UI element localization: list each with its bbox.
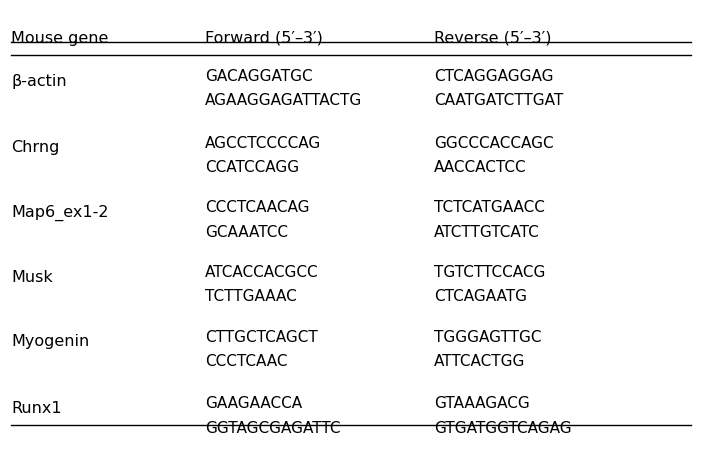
Text: TCTTGAAAC: TCTTGAAAC <box>205 289 297 304</box>
Text: GCAAATCC: GCAAATCC <box>205 225 289 240</box>
Text: Forward (5′–3′): Forward (5′–3′) <box>205 31 323 46</box>
Text: GGCCCACCAGC: GGCCCACCAGC <box>435 136 554 151</box>
Text: GTGATGGTCAGAG: GTGATGGTCAGAG <box>435 421 572 436</box>
Text: Musk: Musk <box>11 270 53 285</box>
Text: Mouse gene: Mouse gene <box>11 31 109 46</box>
Text: AGCCTCCCCAG: AGCCTCCCCAG <box>205 136 322 151</box>
Text: CCCTCAAC: CCCTCAAC <box>205 354 288 369</box>
Text: ATTCACTGG: ATTCACTGG <box>435 354 526 369</box>
Text: AACCACTCC: AACCACTCC <box>435 160 527 175</box>
Text: Reverse (5′–3′): Reverse (5′–3′) <box>435 31 552 46</box>
Text: CAATGATCTTGAT: CAATGATCTTGAT <box>435 94 564 109</box>
Text: TCTCATGAACC: TCTCATGAACC <box>435 200 545 215</box>
Text: Map6_ex1-2: Map6_ex1-2 <box>11 204 109 221</box>
Text: GAAGAACCA: GAAGAACCA <box>205 396 303 411</box>
Text: Myogenin: Myogenin <box>11 334 89 349</box>
Text: CCCTCAACAG: CCCTCAACAG <box>205 200 310 215</box>
Text: TGGGAGTTGC: TGGGAGTTGC <box>435 330 542 345</box>
Text: Chrng: Chrng <box>11 140 60 155</box>
Text: ATCTTGTCATC: ATCTTGTCATC <box>435 225 540 240</box>
Text: ATCACCACGCC: ATCACCACGCC <box>205 265 319 280</box>
Text: CTCAGAATG: CTCAGAATG <box>435 289 527 304</box>
Text: AGAAGGAGATTACTG: AGAAGGAGATTACTG <box>205 94 362 109</box>
Text: CCATCCAGG: CCATCCAGG <box>205 160 300 175</box>
Text: GGTAGCGAGATTC: GGTAGCGAGATTC <box>205 421 341 436</box>
Text: Runx1: Runx1 <box>11 401 62 416</box>
Text: TGTCTTCCACG: TGTCTTCCACG <box>435 265 545 280</box>
Text: β-actin: β-actin <box>11 74 67 89</box>
Text: GTAAAGACG: GTAAAGACG <box>435 396 530 411</box>
Text: GACAGGATGC: GACAGGATGC <box>205 69 313 84</box>
Text: CTCAGGAGGAG: CTCAGGAGGAG <box>435 69 554 84</box>
Text: CTTGCTCAGCT: CTTGCTCAGCT <box>205 330 318 345</box>
